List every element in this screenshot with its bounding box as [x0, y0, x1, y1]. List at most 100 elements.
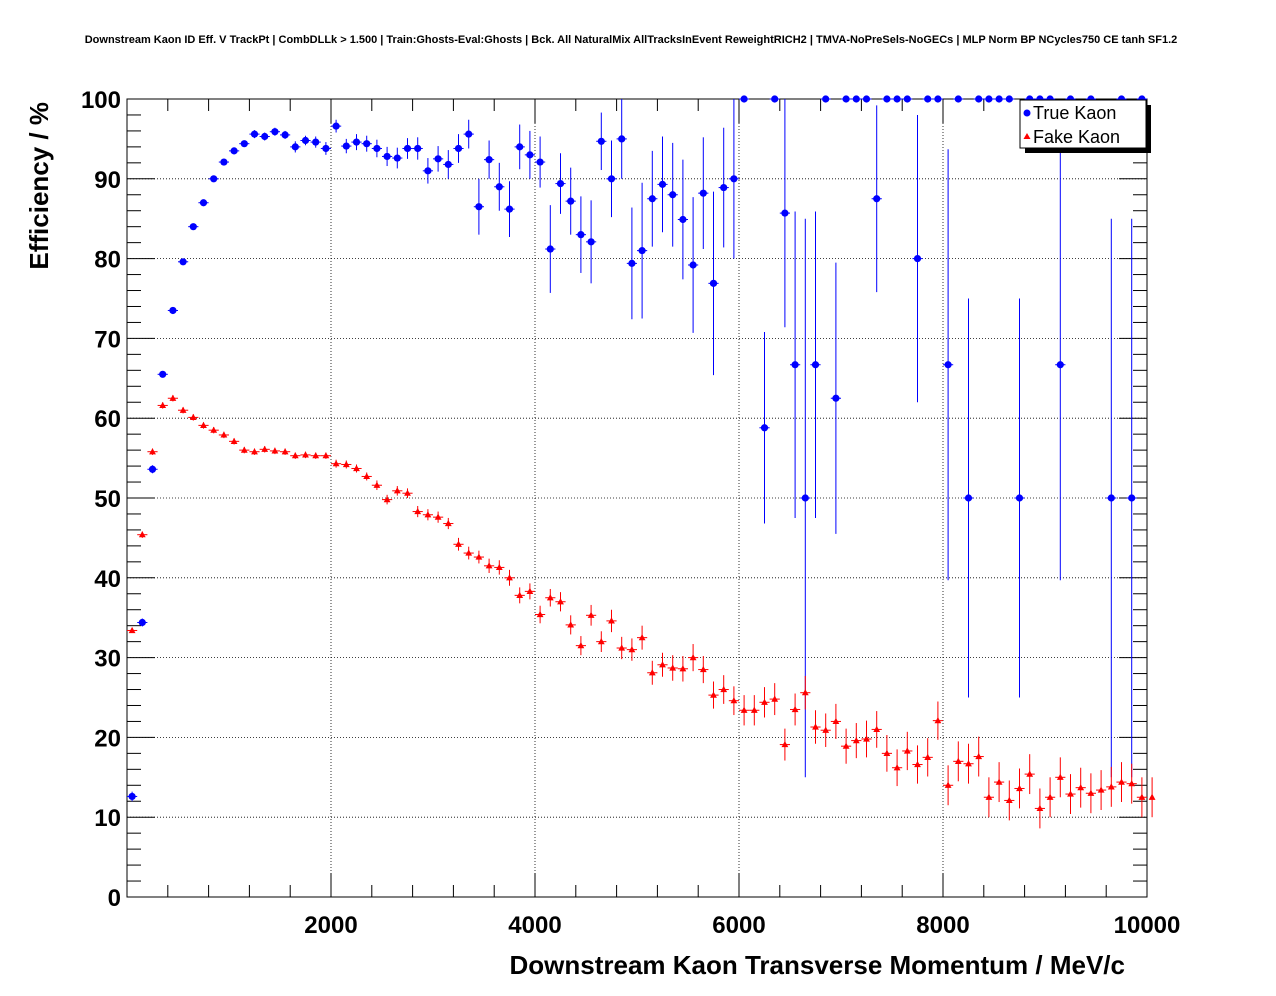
data-point [382, 494, 393, 505]
point-marker [536, 158, 544, 166]
data-point [973, 736, 984, 777]
point-marker [842, 742, 850, 749]
data-point [769, 683, 780, 716]
point-marker [271, 128, 279, 136]
data-point [188, 223, 199, 231]
data-point [269, 447, 280, 455]
point-marker [546, 594, 554, 601]
data-point [1126, 218, 1137, 778]
data-point [249, 130, 260, 139]
point-marker [1067, 790, 1074, 797]
point-marker [475, 203, 483, 211]
x-tick-label: 10000 [1114, 912, 1181, 939]
data-point [820, 713, 831, 747]
point-marker [638, 247, 646, 255]
point-marker [1056, 773, 1064, 780]
data-point [912, 114, 923, 403]
point-marker [516, 143, 524, 151]
point-marker [710, 691, 717, 698]
data-point [331, 459, 342, 468]
data-point [361, 135, 372, 152]
point-marker [199, 199, 208, 207]
point-marker [812, 723, 819, 730]
data-point [667, 142, 678, 247]
data-point [575, 196, 586, 273]
data-point [310, 136, 321, 148]
y-tick-label: 10 [94, 805, 121, 832]
point-marker [648, 195, 656, 203]
point-marker [495, 183, 503, 191]
data-point [983, 95, 994, 103]
point-marker [312, 452, 320, 459]
data-point [463, 546, 474, 560]
data-point [1106, 766, 1117, 807]
point-marker [781, 209, 789, 217]
data-point [667, 655, 678, 681]
data-point [728, 99, 739, 259]
point-marker [220, 158, 228, 166]
data-point [596, 112, 607, 171]
data-point [1106, 218, 1117, 778]
data-point [422, 509, 433, 521]
data-point [851, 95, 862, 103]
data-point [861, 95, 872, 103]
point-marker [128, 792, 136, 801]
point-marker [934, 717, 942, 724]
point-marker [1128, 494, 1136, 502]
data-point [1126, 763, 1137, 804]
data-point [269, 127, 280, 136]
point-marker [730, 697, 738, 704]
point-marker [730, 175, 738, 183]
data-point [371, 139, 382, 158]
point-marker [954, 757, 962, 764]
data-point [137, 618, 148, 627]
point-marker [618, 135, 626, 143]
data-point [810, 710, 821, 744]
data-point [830, 262, 841, 534]
point-marker [261, 445, 269, 452]
data-point [1136, 777, 1147, 818]
point-marker [1107, 783, 1115, 790]
point-marker [281, 448, 289, 455]
point-marker [801, 689, 809, 696]
data-point [535, 605, 546, 624]
point-marker [189, 223, 197, 231]
point-marker [526, 587, 534, 594]
legend-fake-kaon-label: Fake Kaon [1033, 127, 1120, 147]
data-point [463, 119, 474, 149]
point-marker [179, 258, 187, 266]
point-marker [291, 143, 299, 151]
data-point [555, 153, 566, 214]
point-marker [893, 95, 901, 103]
y-tick-label: 20 [94, 725, 121, 752]
data-point [688, 644, 699, 672]
point-marker [302, 451, 309, 458]
data-point [259, 445, 270, 453]
point-marker [1118, 778, 1125, 785]
point-marker [138, 618, 146, 627]
point-marker [393, 154, 401, 162]
data-point [1116, 762, 1127, 803]
data-point [392, 147, 403, 169]
point-marker [363, 472, 371, 480]
data-point [178, 406, 189, 414]
point-marker [271, 447, 279, 454]
point-marker [179, 406, 187, 413]
point-marker [811, 361, 820, 369]
data-point [198, 421, 209, 429]
legend-true-kaon-label: True Kaon [1033, 103, 1116, 123]
point-marker [771, 95, 779, 103]
data-point [320, 142, 331, 155]
data-point [320, 452, 331, 459]
data-point [259, 132, 270, 141]
data-point [973, 95, 984, 103]
point-marker [1077, 784, 1085, 791]
point-marker [852, 736, 860, 744]
axis-ticks [127, 98, 1148, 898]
data-point [443, 517, 454, 530]
data-point [453, 537, 464, 551]
data-point [351, 464, 362, 473]
point-marker [750, 706, 758, 713]
data-point [677, 656, 688, 682]
data-point [147, 465, 158, 474]
